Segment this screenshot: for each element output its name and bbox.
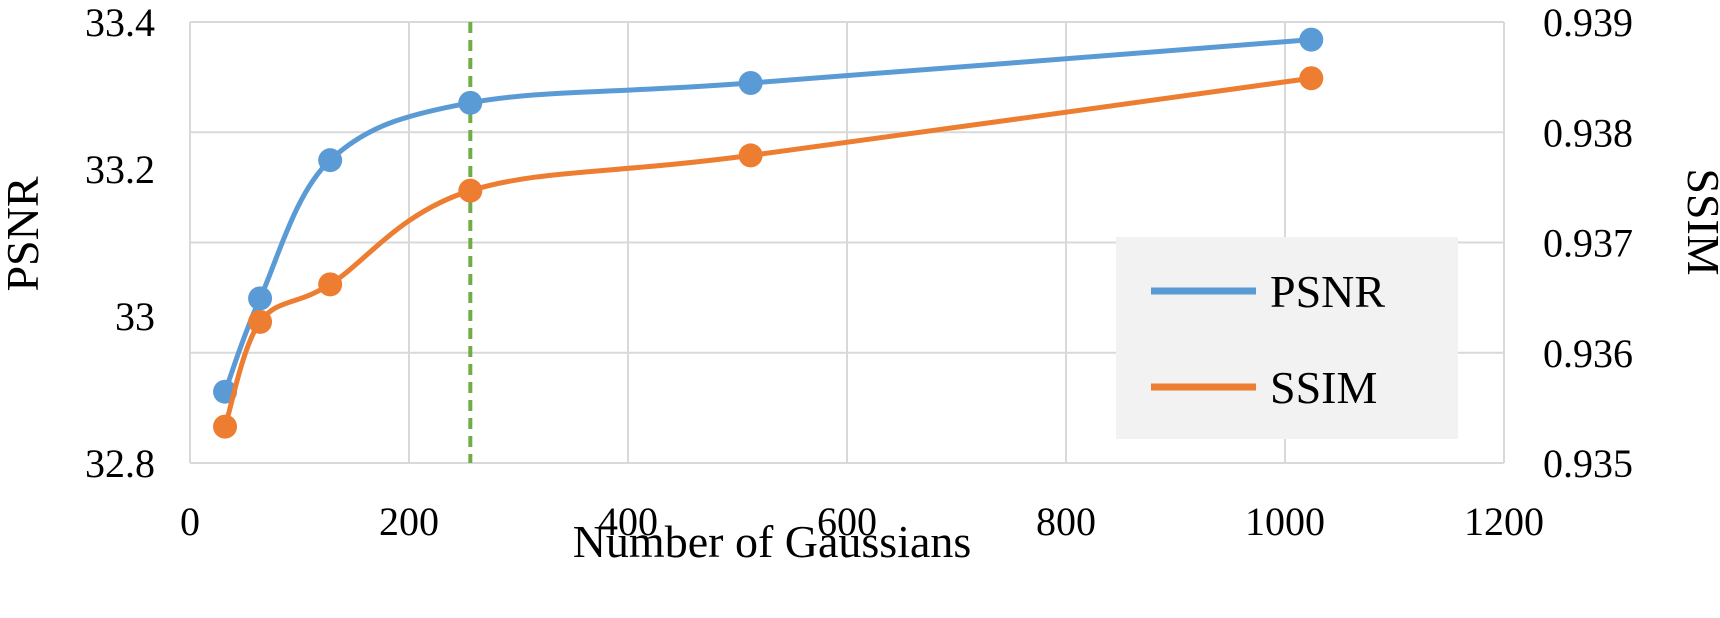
x-tick-label: 800: [1036, 499, 1096, 544]
y-tick-label-right: 0.938: [1543, 110, 1633, 155]
legend: PSNR SSIM: [1116, 237, 1458, 439]
y-axis-title-right: SSIM: [1678, 168, 1720, 275]
y-tick-label-left: 33.4: [85, 0, 155, 45]
data-point-ssim: [318, 272, 343, 297]
y-tick-label-left: 33.2: [85, 147, 155, 192]
x-tick-label: 1000: [1245, 499, 1325, 544]
data-point-ssim: [248, 309, 273, 334]
data-point-ssim: [738, 143, 763, 168]
y-tick-label-right: 0.939: [1543, 0, 1633, 45]
data-point-ssim: [213, 414, 238, 439]
x-tick-label: 200: [379, 499, 439, 544]
data-point-psnr: [1299, 27, 1324, 52]
x-tick-label: 400: [598, 499, 658, 544]
x-tick-label: 0: [180, 499, 200, 544]
y-tick-label-right: 0.935: [1543, 441, 1633, 486]
y-tick-label-left: 32.8: [85, 441, 155, 486]
y-tick-label-left: 33: [115, 294, 155, 339]
x-tick-label: 600: [817, 499, 877, 544]
data-point-psnr: [458, 90, 483, 115]
y-tick-label-right: 0.937: [1543, 221, 1633, 266]
data-point-ssim: [1299, 66, 1324, 91]
y-tick-label-right: 0.936: [1543, 331, 1633, 376]
x-tick-label: 1200: [1464, 499, 1544, 544]
y-axis-title-left: PSNR: [0, 176, 48, 291]
legend-label-psnr: PSNR: [1270, 266, 1385, 317]
legend-background: [1116, 237, 1458, 439]
legend-label-ssim: SSIM: [1270, 362, 1377, 413]
data-point-psnr: [738, 71, 763, 96]
data-point-psnr: [248, 286, 273, 311]
x-axis-title: Number of Gaussians: [573, 516, 972, 567]
data-point-psnr: [318, 148, 343, 173]
tick-labels: 0 200 400 600 800 1000 1200 32.8 33 33.2 33.4 0.935…: [85, 0, 1633, 544]
series-group: [213, 27, 1324, 439]
data-point-ssim: [458, 178, 483, 203]
